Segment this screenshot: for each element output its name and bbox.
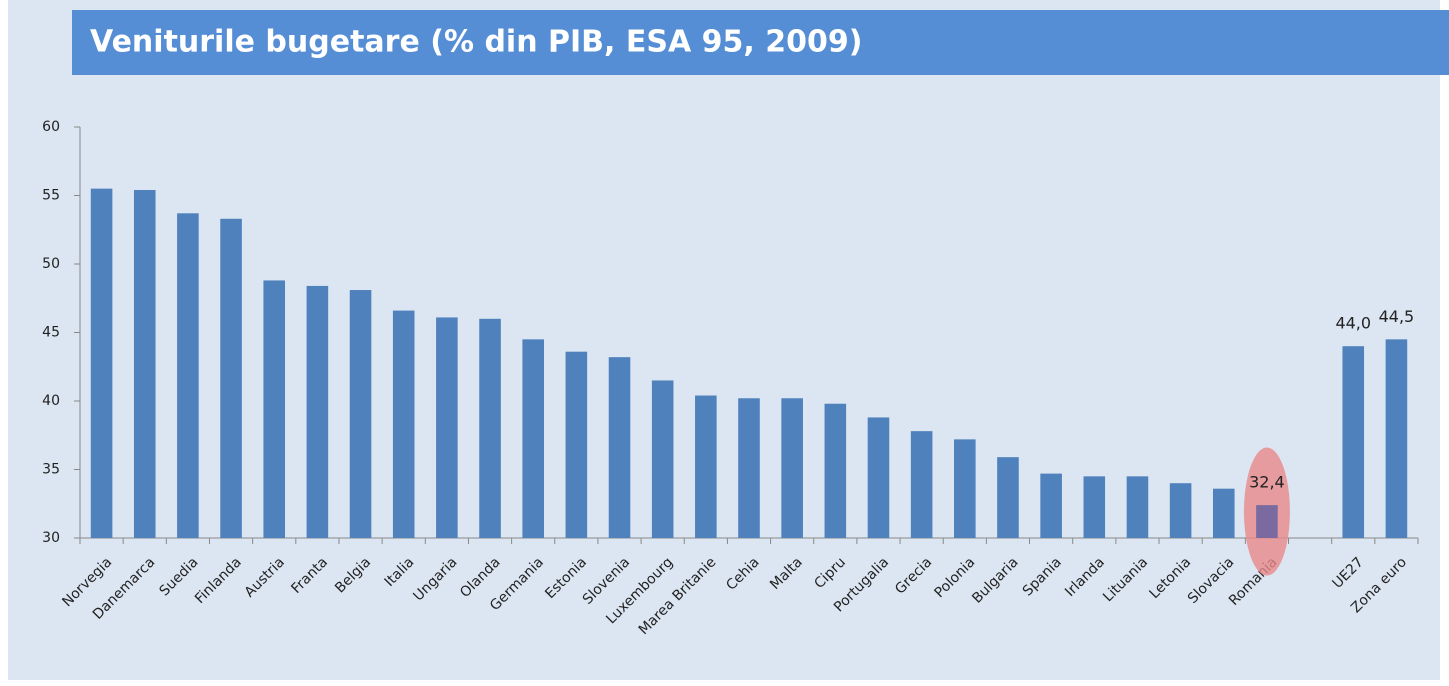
y-tick-label: 35: [42, 462, 60, 478]
bar: [1342, 346, 1365, 538]
bar: [1126, 476, 1149, 538]
value-label: 44,0: [1335, 314, 1371, 333]
bar: [479, 318, 501, 538]
bar: [436, 317, 458, 538]
bar: [392, 310, 415, 538]
y-tick-label: 50: [42, 256, 60, 272]
bar: [997, 457, 1019, 538]
value-label: 32,4: [1249, 473, 1285, 492]
bar: [695, 395, 717, 538]
bar: [220, 218, 242, 539]
y-tick-label: 60: [42, 119, 60, 135]
bar: [565, 351, 588, 538]
bar: [133, 190, 156, 538]
y-tick-label: 55: [42, 188, 60, 204]
background: [8, 0, 1440, 680]
bar: [867, 417, 890, 538]
chart-title: Veniturile bugetare (% din PIB, ESA 95, …: [90, 25, 862, 60]
bar: [651, 380, 674, 538]
y-tick-label: 30: [42, 530, 60, 546]
bar: [1169, 483, 1192, 538]
bar: [349, 290, 372, 538]
bar: [522, 339, 544, 538]
bar: [954, 439, 976, 538]
bar: [263, 280, 286, 538]
y-tick-label: 45: [42, 325, 60, 341]
y-tick-label: 40: [42, 393, 60, 409]
title-bar: [72, 10, 1449, 75]
bar: [910, 431, 933, 538]
bar: [781, 398, 803, 538]
bar: [306, 285, 329, 538]
bar: [1385, 339, 1408, 538]
bar: [1256, 505, 1278, 538]
bar: [608, 357, 631, 538]
bar: [824, 403, 847, 538]
value-label: 44,5: [1379, 307, 1415, 326]
bar: [90, 188, 113, 538]
bar: [177, 213, 199, 538]
bar: [738, 398, 760, 538]
bar: [1040, 473, 1062, 538]
bar: [1083, 476, 1106, 538]
bar: [1212, 488, 1235, 538]
